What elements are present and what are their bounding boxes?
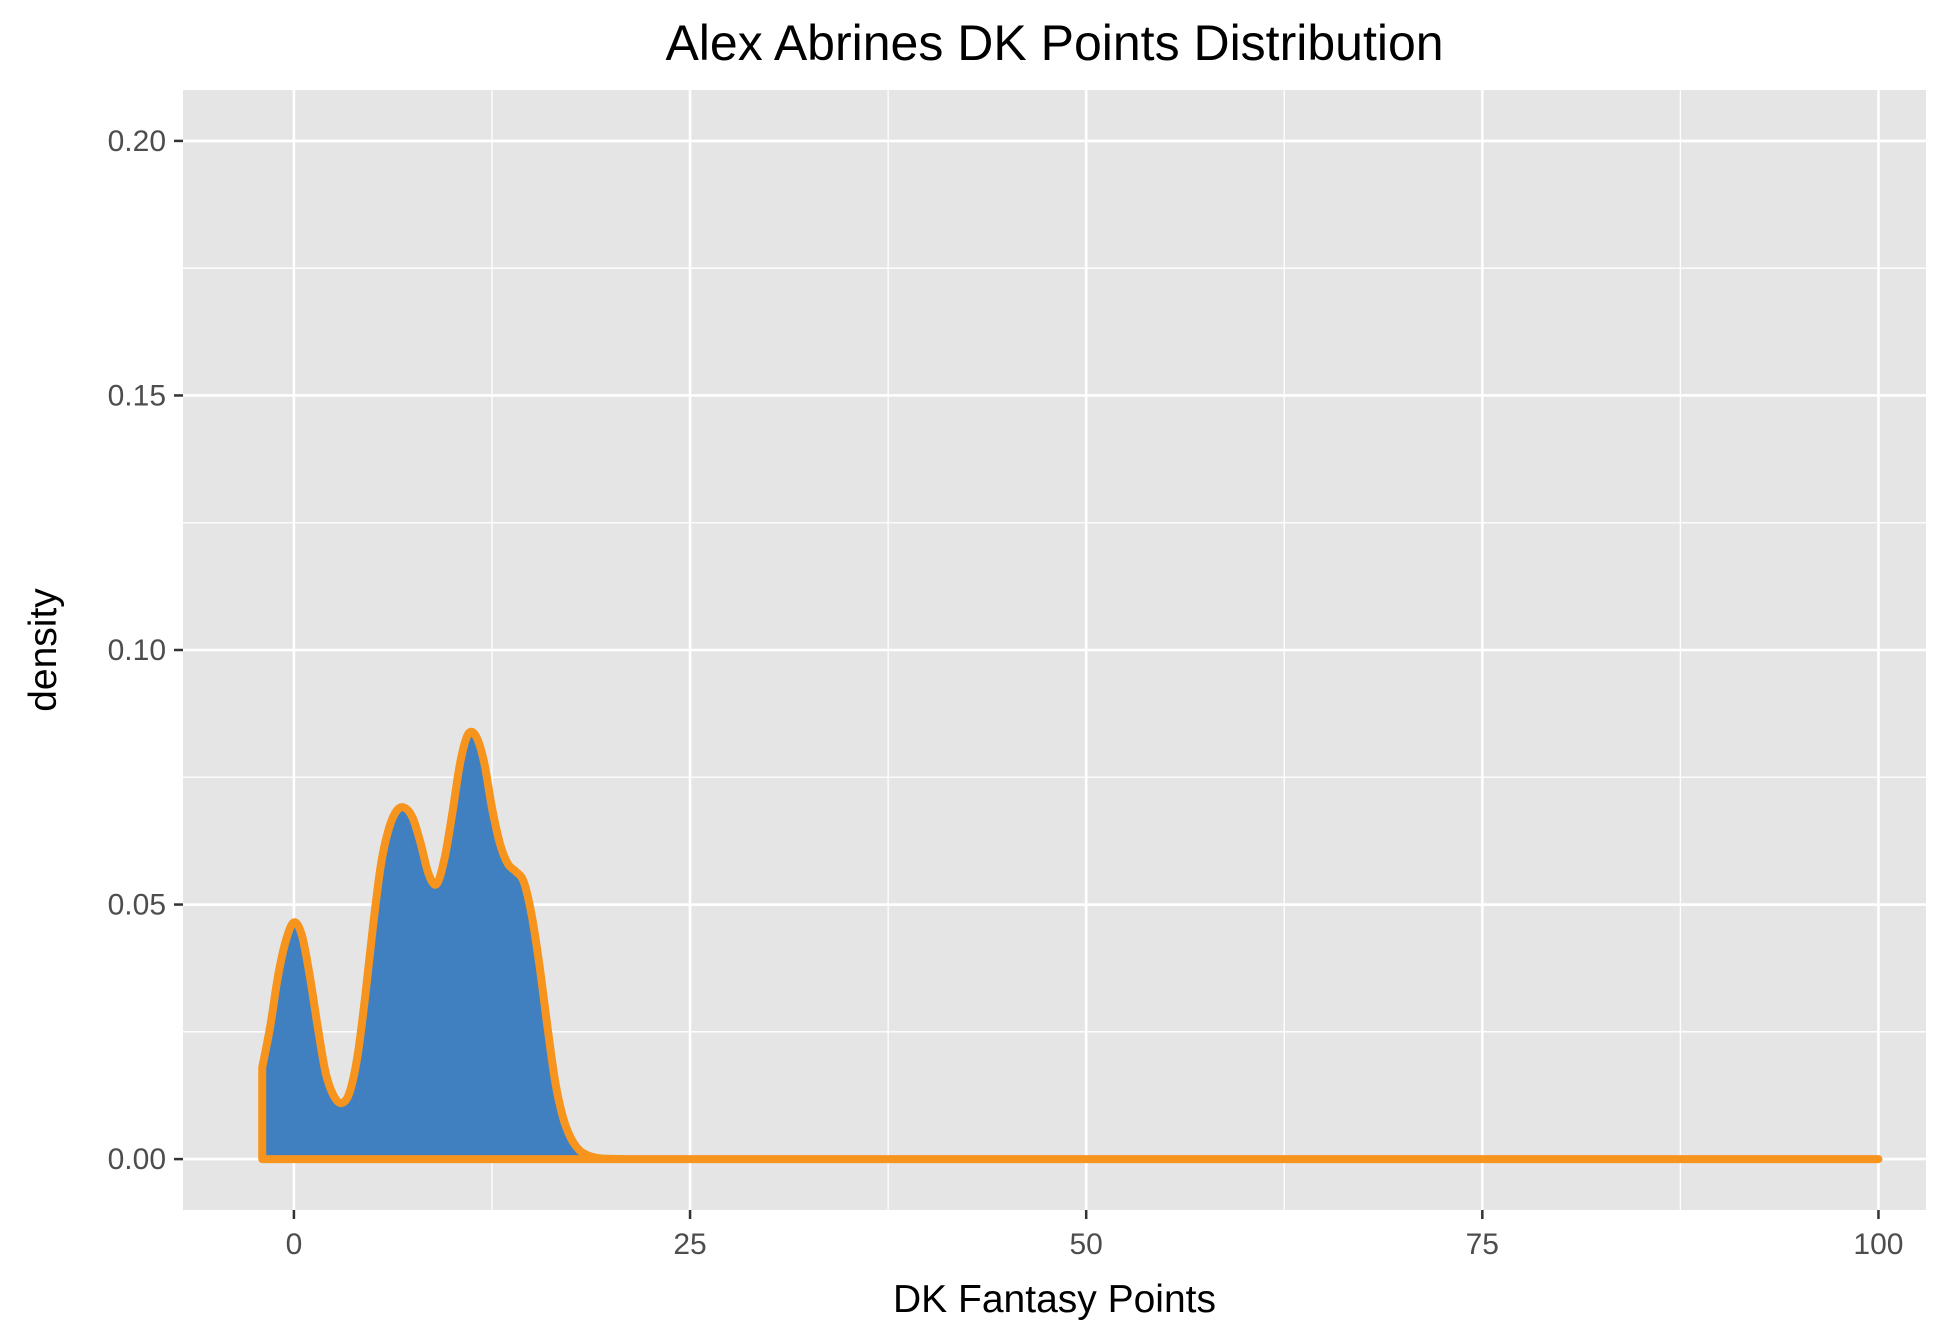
x-tick-label: 25 — [673, 1228, 706, 1261]
x-tick-label: 75 — [1466, 1228, 1499, 1261]
y-tick-label: 0.00 — [108, 1143, 166, 1176]
density-area — [262, 731, 1879, 1160]
chart-title: Alex Abrines DK Points Distribution — [665, 15, 1443, 71]
x-tick-label: 50 — [1070, 1228, 1103, 1261]
x-axis-title: DK Fantasy Points — [893, 1278, 1216, 1321]
y-tick-label: 0.20 — [108, 125, 166, 158]
x-axis-ticks: 0 25 50 75 100 — [286, 1210, 1903, 1261]
x-tick-label: 100 — [1853, 1228, 1903, 1261]
x-tick-label: 0 — [286, 1228, 303, 1261]
y-tick-label: 0.10 — [108, 634, 166, 667]
density-line — [258, 727, 1883, 1164]
y-axis-ticks: 0.00 0.05 0.10 0.15 0.20 — [108, 125, 183, 1176]
y-axis-title: density — [22, 588, 65, 712]
y-tick-label: 0.05 — [108, 889, 166, 922]
y-tick-label: 0.15 — [108, 379, 166, 412]
